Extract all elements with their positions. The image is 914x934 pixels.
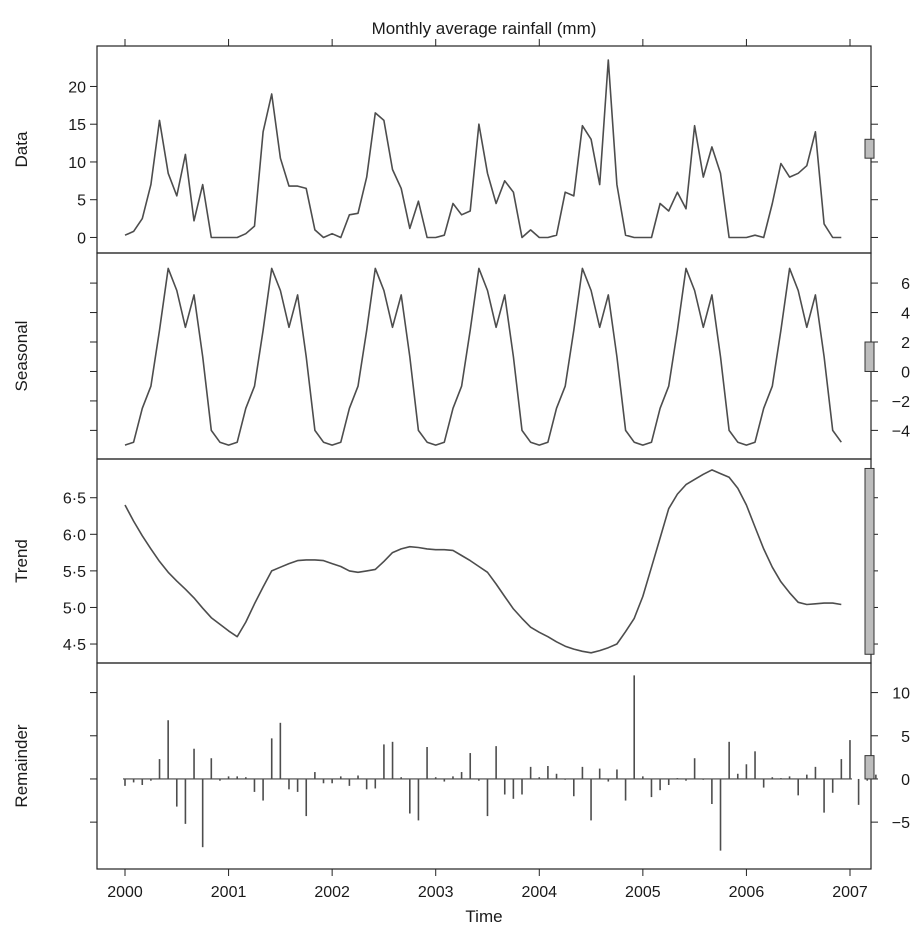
panel-trend: Trend 4·5 5·0 5·5 6·0 6·5: [12, 458, 878, 664]
y-tick-label: −5: [892, 815, 910, 832]
panel-frame: [96, 252, 872, 460]
y-axis-label: Data: [12, 131, 31, 167]
x-tick-label: 2004: [521, 884, 557, 901]
panel-data: Data 0 5 10 15 20: [12, 45, 878, 254]
y-tick-label: 15: [68, 117, 86, 134]
x-tick-label: 2002: [314, 884, 350, 901]
y-axis-label: Trend: [12, 539, 31, 583]
panel-seasonal: Seasonal −4 −2 0 2 4 6: [12, 252, 910, 460]
y-tick-label: 2: [901, 335, 910, 352]
y-tick-label: 6·5: [63, 491, 86, 508]
y-axis-label: Seasonal: [12, 321, 31, 392]
range-bar: [864, 755, 875, 780]
y-tick-label: 4·5: [63, 637, 86, 654]
chart-title: Monthly average rainfall (mm): [372, 19, 597, 38]
y-tick-label: 0: [901, 772, 910, 789]
seasonal-series-line: [124, 267, 842, 446]
panel-remainder: Remainder −5 0 5 10: [12, 662, 910, 870]
y-tick-label: 5·0: [63, 600, 86, 617]
range-bar: [864, 467, 875, 655]
x-axis: 2000 2001 2002 2003 2004 2005 2006 2007: [107, 39, 868, 901]
x-tick-label: 2000: [107, 884, 143, 901]
y-axis-label: Remainder: [12, 724, 31, 807]
y-tick-label: 0: [901, 364, 910, 381]
y-tick-label: −4: [892, 423, 910, 440]
y-tick-label: 10: [892, 686, 910, 703]
x-tick-label: 2007: [832, 884, 868, 901]
y-tick-label: 20: [68, 79, 86, 96]
y-tick-label: 0: [77, 230, 86, 247]
y-tick-label: 5·5: [63, 564, 86, 581]
y-tick-label: 6: [901, 276, 910, 293]
x-tick-label: 2003: [418, 884, 454, 901]
data-series-line: [124, 59, 842, 239]
y-tick-label: 10: [68, 155, 86, 172]
y-tick-label: 5: [901, 729, 910, 746]
panel-frame: [96, 458, 872, 664]
y-tick-label: 5: [77, 193, 86, 210]
x-tick-label: 2005: [625, 884, 661, 901]
range-bar: [864, 341, 875, 372]
y-tick-label: 6·0: [63, 527, 86, 544]
range-bar: [864, 138, 875, 159]
y-tick-label: −2: [892, 394, 910, 411]
x-tick-label: 2001: [211, 884, 247, 901]
trend-series-line: [124, 469, 842, 654]
panels-layer: Data 0 5 10 15 20 Seasonal −4 −2 0 2 4 6 Trend 4·5 5·0 5…: [12, 45, 910, 870]
x-axis-label: Time: [465, 907, 502, 926]
y-tick-label: 4: [901, 306, 910, 323]
x-tick-label: 2006: [729, 884, 765, 901]
